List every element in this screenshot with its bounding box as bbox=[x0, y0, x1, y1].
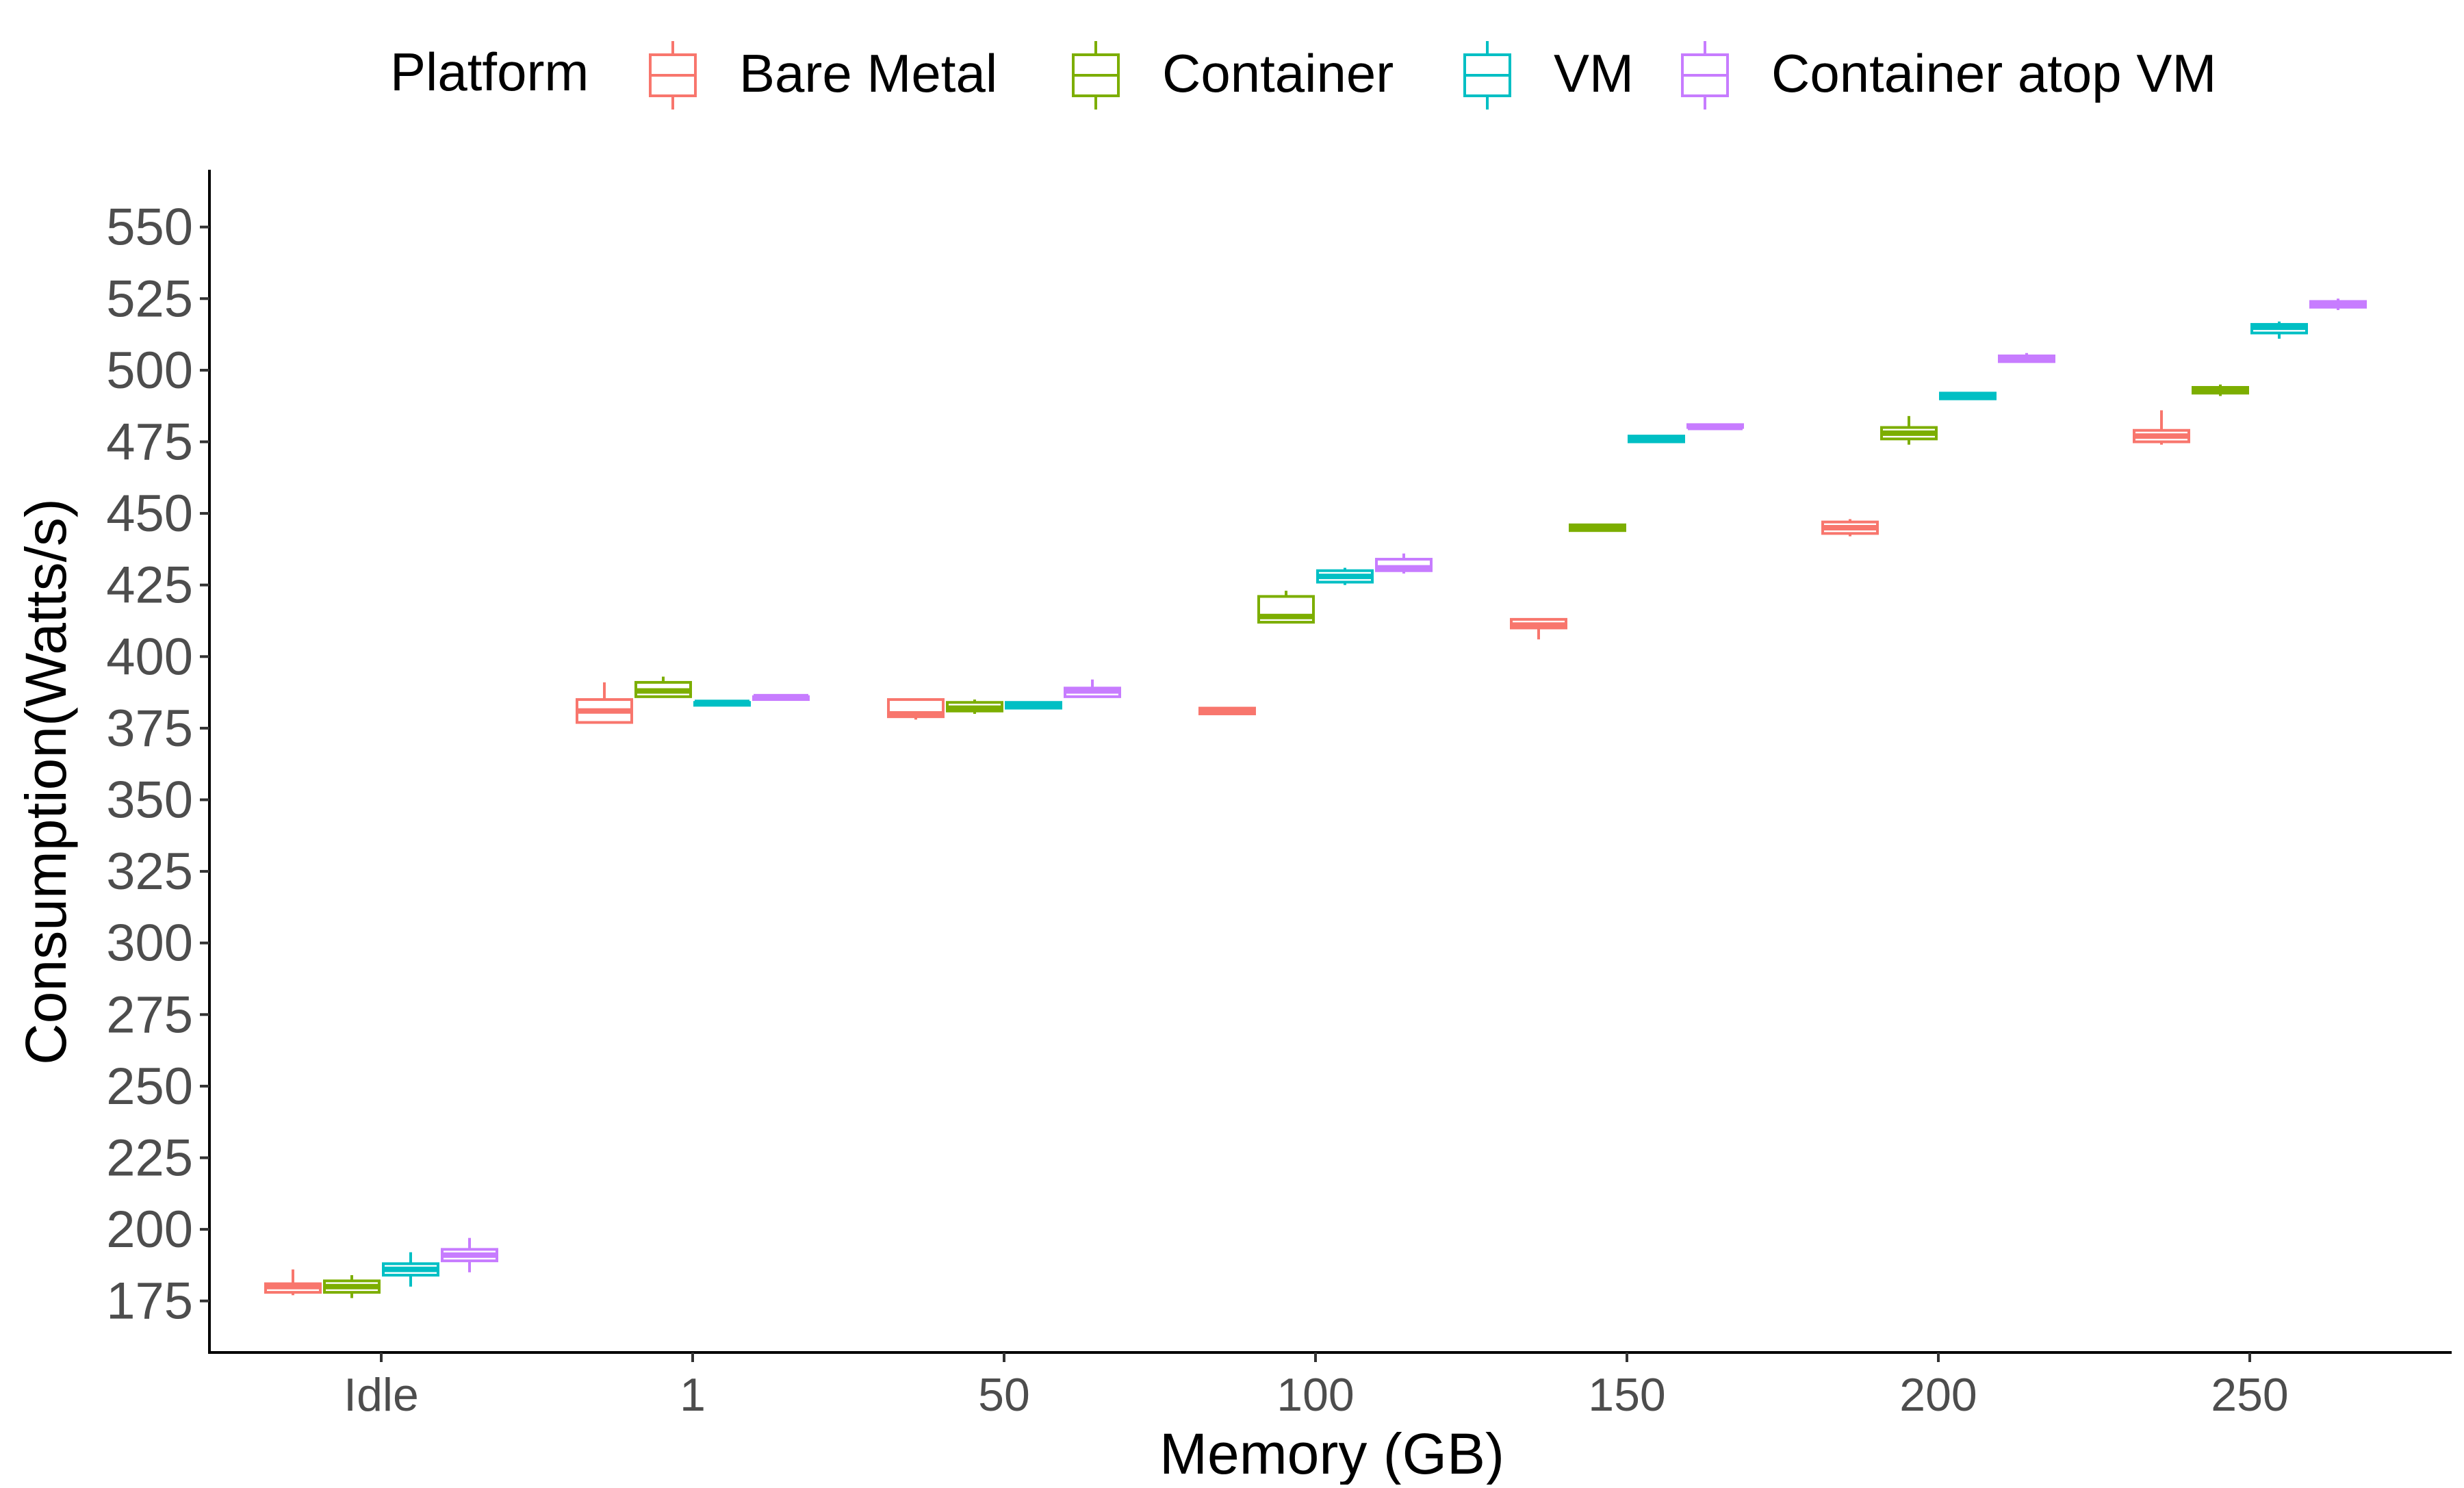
box-container-atop-vm-50 bbox=[1064, 679, 1121, 698]
box-bare-metal-idle bbox=[264, 1269, 322, 1296]
x-axis-title: Memory (GB) bbox=[1159, 1422, 1504, 1485]
box-container-atop-vm-idle bbox=[441, 1237, 498, 1272]
y-tick-label: 450 bbox=[106, 485, 193, 543]
box-bare-metal-200 bbox=[1821, 519, 1879, 537]
legend-label: Container bbox=[1162, 43, 1394, 103]
legend-item-vm: VM bbox=[1463, 41, 1634, 110]
box-container-150 bbox=[1569, 523, 1626, 533]
box-bare-metal-50 bbox=[887, 698, 945, 720]
legend: Platform Bare Metal Container VM Container … bbox=[390, 41, 2216, 110]
legend-title: Platform bbox=[390, 42, 589, 102]
box-container-atop-vm-200 bbox=[1998, 352, 2055, 363]
box-vm-100 bbox=[1316, 567, 1374, 585]
legend-label: Bare Metal bbox=[739, 43, 997, 103]
y-tick-label: 425 bbox=[106, 556, 193, 615]
x-tick-label: 50 bbox=[978, 1369, 1030, 1421]
y-tick-label: 325 bbox=[106, 843, 193, 901]
box-container-200 bbox=[1880, 415, 1938, 445]
x-tick-label: Idle bbox=[344, 1369, 419, 1421]
box-container-50 bbox=[946, 700, 1003, 714]
box-container-100 bbox=[1257, 591, 1315, 624]
y-axis-title: Consumption(Watts/s) bbox=[14, 498, 78, 1065]
x-tick-label: 150 bbox=[1588, 1369, 1665, 1421]
y-tick-label: 475 bbox=[106, 413, 193, 471]
legend-item-container: Container bbox=[1072, 41, 1394, 110]
legend-item-bare-metal: Bare Metal bbox=[649, 41, 997, 110]
box-container-idle bbox=[323, 1275, 381, 1298]
legend-label: VM bbox=[1554, 43, 1634, 103]
y-tick-label: 525 bbox=[106, 270, 193, 328]
y-tick-label: 500 bbox=[106, 342, 193, 400]
box-vm-150 bbox=[1628, 435, 1685, 444]
box-bare-metal-1 bbox=[576, 682, 633, 724]
plot-area: 175 200 225 250 275 300 325 350 375 400 425 450 475 5… bbox=[106, 170, 2452, 1421]
x-tick-label: 200 bbox=[1899, 1369, 1977, 1421]
box-vm-idle bbox=[382, 1252, 439, 1287]
box-bare-metal-250 bbox=[2133, 410, 2190, 445]
legend-item-container-atop-vm: Container atop VM bbox=[1681, 41, 2216, 110]
box-vm-1 bbox=[693, 700, 751, 707]
box-bare-metal-100 bbox=[1198, 706, 1256, 715]
box-vm-200 bbox=[1939, 392, 1997, 400]
box-container-atop-vm-250 bbox=[2309, 298, 2367, 311]
box-vm-250 bbox=[2250, 321, 2308, 339]
y-tick-label: 400 bbox=[106, 628, 193, 686]
box-bare-metal-150 bbox=[1510, 617, 1567, 640]
box-container-1 bbox=[634, 676, 692, 698]
box-container-250 bbox=[2192, 384, 2249, 396]
box-container-atop-vm-150 bbox=[1686, 423, 1744, 431]
legend-label: Container atop VM bbox=[1771, 43, 2216, 103]
box-container-atop-vm-1 bbox=[752, 693, 810, 702]
y-tick-label: 175 bbox=[106, 1272, 193, 1331]
x-tick-label: 1 bbox=[680, 1369, 706, 1421]
y-tick-label: 275 bbox=[106, 986, 193, 1044]
x-tick-label: 100 bbox=[1276, 1369, 1354, 1421]
y-tick-label: 225 bbox=[106, 1129, 193, 1187]
y-tick-label: 350 bbox=[106, 771, 193, 829]
y-tick-label: 200 bbox=[106, 1201, 193, 1259]
y-tick-label: 250 bbox=[106, 1057, 193, 1116]
y-tick-label: 300 bbox=[106, 914, 193, 973]
y-tick-label: 550 bbox=[106, 198, 193, 257]
y-tick-label: 375 bbox=[106, 700, 193, 758]
box-container-atop-vm-100 bbox=[1375, 553, 1433, 574]
box-vm-50 bbox=[1005, 701, 1062, 710]
x-tick-label: 250 bbox=[2211, 1369, 2288, 1421]
